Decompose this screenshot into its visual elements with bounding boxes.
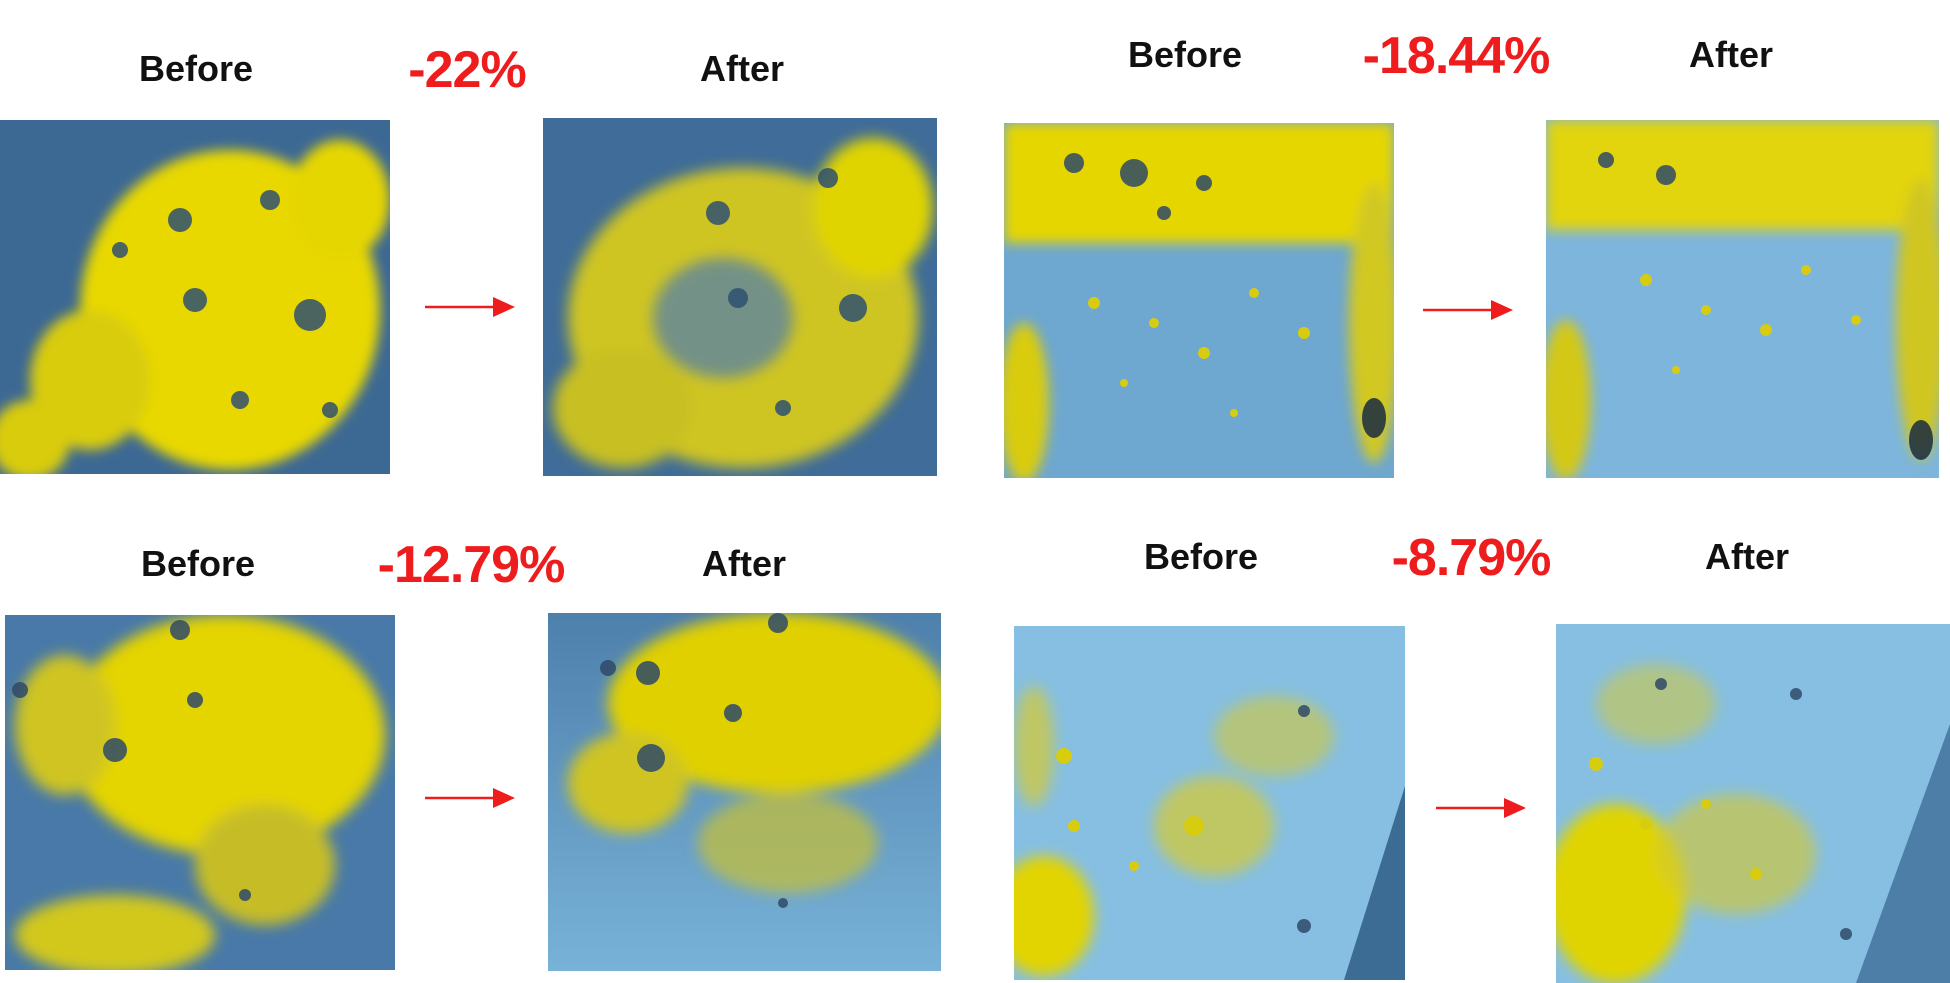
percent-change: -22%: [408, 41, 526, 99]
after-label: After: [1688, 34, 1774, 75]
right-arrow-icon: [425, 786, 515, 810]
before-image: [0, 120, 390, 474]
before-label: Before: [1143, 536, 1259, 577]
before-image: [5, 615, 395, 970]
before-image: [1014, 626, 1405, 980]
before-label: Before: [138, 48, 254, 89]
right-arrow-icon: [1423, 298, 1513, 322]
percent-change: -18.44%: [1362, 27, 1551, 85]
after-image: [1546, 120, 1939, 478]
right-arrow-icon: [425, 295, 515, 319]
before-label: Before: [1127, 34, 1243, 75]
after-label: After: [701, 543, 787, 584]
after-label: After: [699, 48, 785, 89]
right-arrow-icon: [1436, 796, 1526, 820]
before-label: Before: [140, 543, 256, 584]
percent-change: -12.79%: [377, 536, 566, 594]
after-image: [1556, 624, 1950, 983]
after-image: [543, 118, 937, 476]
after-image: [548, 613, 941, 971]
before-image: [1004, 123, 1394, 478]
percent-change: -8.79%: [1391, 529, 1552, 587]
after-label: After: [1704, 536, 1790, 577]
